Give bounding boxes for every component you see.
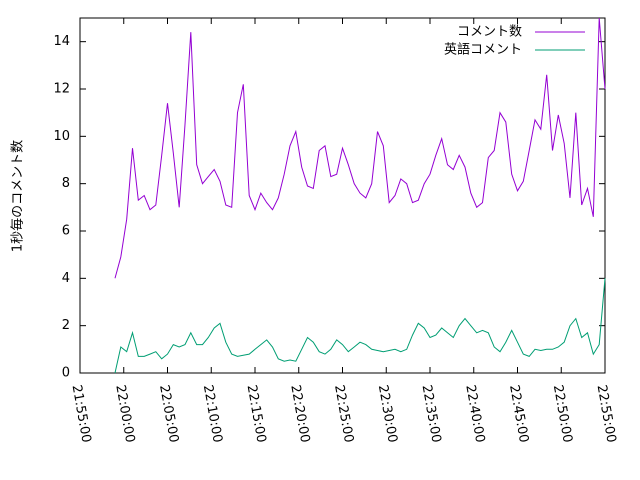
y-tick-label: 14 <box>53 34 70 49</box>
y-tick-label: 8 <box>62 176 70 191</box>
legend-label: コメント数 <box>457 25 522 40</box>
x-tick-label: 22:30:00 <box>375 384 400 444</box>
x-tick-label: 22:45:00 <box>506 384 531 444</box>
x-tick-label: 22:25:00 <box>331 384 356 444</box>
y-tick-label: 12 <box>53 82 70 97</box>
y-tick-label: 6 <box>62 224 70 239</box>
x-tick-label: 22:50:00 <box>550 384 575 444</box>
x-tick-label: 22:35:00 <box>419 384 444 444</box>
x-tick-label: 22:10:00 <box>200 384 225 444</box>
x-tick-label: 22:05:00 <box>156 384 181 444</box>
y-tick-label: 4 <box>62 271 70 286</box>
x-tick-label: 22:20:00 <box>287 384 312 444</box>
x-tick-label: 22:40:00 <box>462 384 487 444</box>
y-tick-label: 0 <box>62 366 70 381</box>
series-line <box>114 17 606 279</box>
x-tick-label: 22:00:00 <box>112 384 137 444</box>
x-tick-label: 22:15:00 <box>244 384 269 444</box>
y-tick-label: 10 <box>53 129 70 144</box>
x-tick-label: 21:55:00 <box>69 384 94 444</box>
legend-label: 英語コメント <box>444 42 522 58</box>
x-tick-label: 22:55:00 <box>594 384 619 444</box>
y-tick-label: 2 <box>62 318 70 333</box>
series-line <box>114 278 606 374</box>
y-axis-label: 1秒毎のコメント数 <box>10 140 26 252</box>
plot-border <box>79 17 606 374</box>
